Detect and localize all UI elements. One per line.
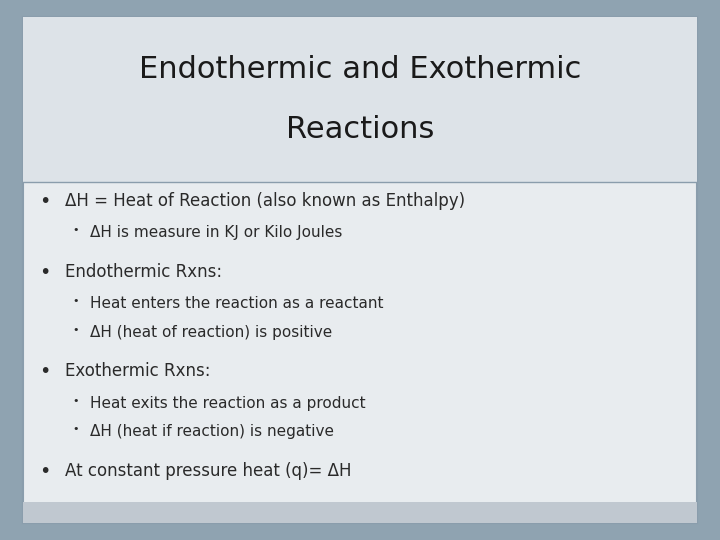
Text: ΔH (heat if reaction) is negative: ΔH (heat if reaction) is negative (90, 424, 334, 439)
Text: •: • (72, 296, 78, 307)
Text: ΔH (heat of reaction) is positive: ΔH (heat of reaction) is positive (90, 325, 332, 340)
Text: •: • (40, 462, 51, 481)
Text: Endothermic and Exothermic: Endothermic and Exothermic (139, 56, 581, 84)
Text: •: • (72, 325, 78, 335)
Text: Exothermic Rxns:: Exothermic Rxns: (65, 362, 210, 380)
Text: •: • (72, 225, 78, 235)
Text: Heat exits the reaction as a product: Heat exits the reaction as a product (90, 396, 366, 411)
FancyBboxPatch shape (23, 502, 697, 523)
Text: At constant pressure heat (q)= ΔH: At constant pressure heat (q)= ΔH (65, 462, 351, 480)
Text: •: • (40, 362, 51, 381)
FancyBboxPatch shape (23, 17, 697, 182)
Text: Heat enters the reaction as a reactant: Heat enters the reaction as a reactant (90, 296, 384, 312)
Text: Endothermic Rxns:: Endothermic Rxns: (65, 263, 222, 281)
Text: Reactions: Reactions (286, 115, 434, 144)
Text: •: • (72, 396, 78, 406)
Text: •: • (40, 263, 51, 282)
Text: •: • (40, 192, 51, 211)
Text: ΔH is measure in KJ or Kilo Joules: ΔH is measure in KJ or Kilo Joules (90, 225, 343, 240)
Text: ΔH = Heat of Reaction (also known as Enthalpy): ΔH = Heat of Reaction (also known as Ent… (65, 192, 465, 210)
FancyBboxPatch shape (23, 17, 697, 523)
Text: •: • (72, 424, 78, 434)
